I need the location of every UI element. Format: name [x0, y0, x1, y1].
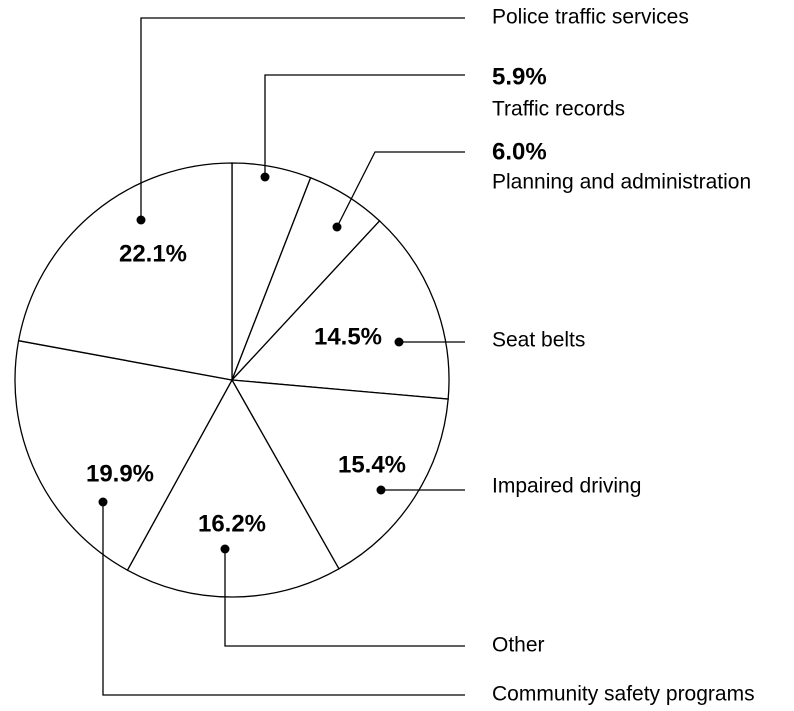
category-label: Other [492, 634, 545, 657]
leader-line [140, 17, 465, 220]
leader-dot [98, 497, 108, 507]
value-label: 16.2% [198, 510, 266, 537]
leader-dot [332, 222, 342, 232]
pie-slice [17, 162, 233, 381]
category-label: Planning and administration [492, 171, 751, 194]
value-label: 5.9% [492, 63, 547, 90]
leader-dot [260, 172, 270, 182]
pie-slice [126, 378, 340, 598]
value-label: 6.0% [492, 138, 547, 165]
leader-line [102, 502, 465, 696]
leader-line [264, 74, 465, 177]
leader-dot [394, 337, 404, 347]
value-label: 19.9% [86, 460, 154, 487]
pie-slice [230, 379, 449, 570]
category-label: Police traffic services [492, 6, 689, 29]
leader-dot [376, 485, 386, 495]
leader-line [336, 151, 465, 228]
category-label: Community safety programs [492, 683, 755, 706]
leader-dot [136, 215, 146, 225]
leader-dot [220, 544, 230, 554]
category-label: Seat belts [492, 329, 585, 352]
value-label: 22.1% [119, 240, 187, 267]
value-label: 15.4% [338, 451, 406, 478]
value-label: 14.5% [314, 323, 382, 350]
leader-line [224, 549, 465, 647]
category-label: Traffic records [492, 98, 625, 121]
category-label: Impaired driving [492, 475, 641, 498]
pie-slice [230, 219, 450, 400]
